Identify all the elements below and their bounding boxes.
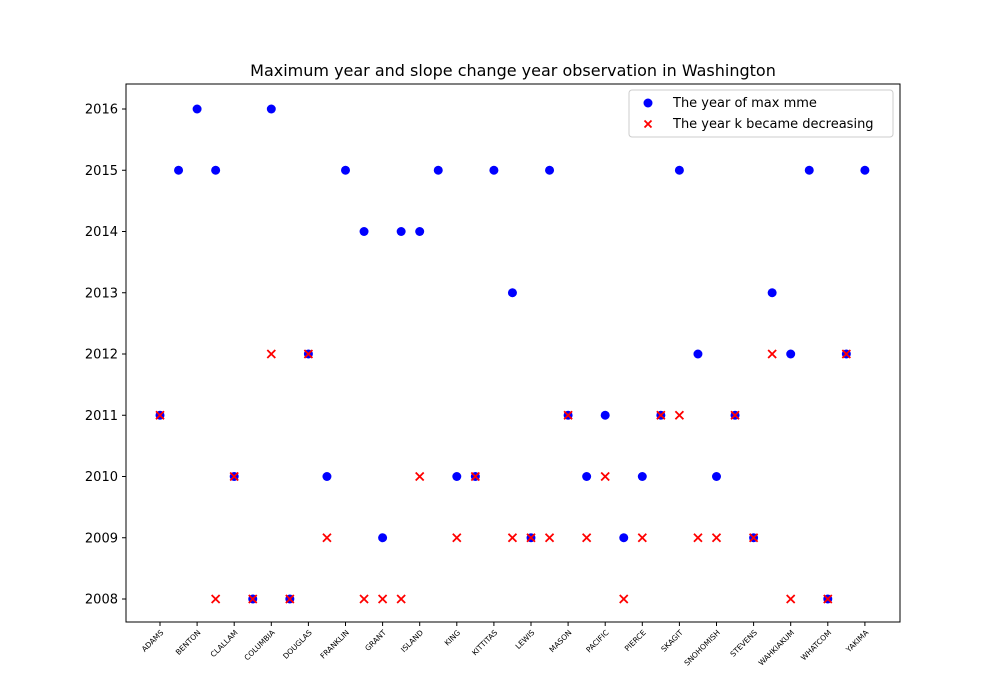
- x-axis: ADAMS BENTON CLALLAM COLUMBIA DOUGLAS FRANKLI…: [140, 622, 871, 668]
- max-mme-point: [396, 227, 406, 236]
- x-tick-label: COLUMBIA: [242, 627, 277, 662]
- k-decreasing-point: [229, 471, 239, 482]
- y-tick-label: 2009: [85, 531, 118, 546]
- k-decreasing-point: [507, 533, 518, 543]
- x-tick-label: ADAMS: [140, 628, 166, 654]
- y-axis: 2008 2009 2010 2011 2012 2013 2014 2015 2016: [85, 103, 126, 608]
- max-mme-point: [341, 165, 350, 175]
- chart-title: Maximum year and slope change year obser…: [250, 61, 776, 80]
- y-tick-label: 2012: [85, 348, 118, 363]
- max-mme-point: [545, 165, 555, 175]
- legend: The year of max mme The year k became de…: [628, 89, 894, 138]
- k-decreasing-point: [786, 594, 796, 604]
- x-tick-label: PIERCE: [623, 628, 648, 653]
- k-decreasing-point: [582, 533, 592, 543]
- k-decreasing-point: [563, 410, 573, 420]
- k-decreasing-point: [285, 594, 295, 604]
- x-tick-label: MASON: [547, 628, 573, 654]
- x-tick-label: WAHKIAKUM: [757, 628, 796, 667]
- k-decreasing-point: [600, 471, 610, 482]
- max-mme-point: [637, 472, 647, 481]
- y-tick-label: 2014: [85, 225, 118, 240]
- legend-box: [628, 89, 894, 138]
- max-mme-point: [192, 104, 202, 114]
- k-decreasing-point: [211, 594, 221, 604]
- x-tick-label: YAKIMA: [844, 627, 871, 654]
- x-tick-label: BENTON: [174, 628, 203, 657]
- x-tick-label: CLALLAM: [209, 628, 240, 659]
- k-decreasing-point: [619, 594, 629, 604]
- x-tick-label: DOUGLAS: [281, 628, 314, 661]
- max-mme-point: [507, 288, 517, 298]
- legend-label-k-decreasing: The year k became decreasing: [672, 117, 874, 132]
- k-decreasing-point: [470, 471, 480, 482]
- max-mme-point: [322, 472, 332, 481]
- x-tick-label: FRANKLIN: [318, 628, 350, 660]
- k-decreasing-point: [526, 533, 536, 543]
- x-tick-label: SNOHOMISH: [682, 628, 722, 668]
- k-decreasing-point: [415, 471, 425, 482]
- k-decreasing-point: [637, 533, 647, 543]
- max-mme-point: [674, 165, 684, 175]
- max-mme-point: [767, 288, 777, 298]
- k-decreasing-point: [748, 533, 759, 543]
- k-decreasing-point: [377, 594, 388, 604]
- k-decreasing-point: [693, 533, 703, 543]
- k-decreasing-point: [730, 410, 740, 420]
- max-mme-point: [433, 165, 443, 175]
- plot-area: [125, 83, 901, 623]
- y-tick-label: 2008: [85, 593, 118, 608]
- series-k-decreasing: [155, 349, 851, 604]
- y-tick-label: 2011: [85, 409, 118, 424]
- k-decreasing-point: [248, 594, 258, 604]
- k-decreasing-point: [711, 533, 722, 543]
- y-tick-label: 2010: [85, 470, 118, 485]
- legend-x-marker: [643, 119, 653, 129]
- max-mme-point: [582, 472, 592, 481]
- max-mme-point: [359, 227, 369, 236]
- k-decreasing-point: [303, 349, 314, 359]
- k-decreasing-point: [155, 410, 165, 420]
- k-decreasing-point: [656, 410, 666, 420]
- k-decreasing-point: [767, 349, 777, 359]
- k-decreasing-point: [396, 594, 406, 604]
- x-tick-label: PACIFIC: [584, 628, 610, 654]
- max-mme-point: [266, 104, 276, 114]
- k-decreasing-point: [544, 533, 555, 543]
- x-tick-label: GRANT: [363, 628, 388, 653]
- k-decreasing-point: [674, 410, 685, 420]
- x-tick-label: STEVENS: [728, 628, 759, 659]
- y-tick-label: 2013: [85, 286, 118, 301]
- k-decreasing-point: [266, 349, 276, 359]
- max-mme-point: [452, 472, 462, 481]
- max-mme-point: [712, 472, 721, 481]
- y-tick-label: 2015: [85, 164, 118, 179]
- max-mme-point: [600, 410, 610, 420]
- k-decreasing-point: [359, 594, 369, 604]
- x-tick-label: KITTITAS: [470, 628, 499, 657]
- x-tick-label: SKAGIT: [659, 628, 685, 654]
- max-mme-point: [804, 165, 814, 175]
- k-decreasing-point: [823, 594, 833, 604]
- k-decreasing-point: [322, 533, 332, 543]
- max-mme-point: [489, 165, 499, 175]
- x-tick-label: WHATCOM: [799, 628, 833, 662]
- x-tick-label: KING: [443, 628, 463, 648]
- legend-circle-marker: [643, 98, 653, 108]
- max-mme-point: [378, 533, 388, 543]
- y-tick-label: 2016: [85, 103, 118, 118]
- max-mme-point: [786, 349, 796, 359]
- max-mme-point: [211, 165, 221, 175]
- x-tick-label: LEWIS: [514, 628, 537, 651]
- max-mme-point: [619, 533, 629, 543]
- max-mme-point: [174, 165, 184, 175]
- k-decreasing-point: [452, 533, 462, 543]
- legend-label-max-mme: The year of max mme: [672, 96, 817, 111]
- max-mme-point: [415, 227, 425, 236]
- max-mme-point: [860, 165, 870, 175]
- max-mme-point: [693, 349, 703, 359]
- k-decreasing-point: [841, 349, 851, 359]
- x-tick-label: ISLAND: [399, 628, 425, 654]
